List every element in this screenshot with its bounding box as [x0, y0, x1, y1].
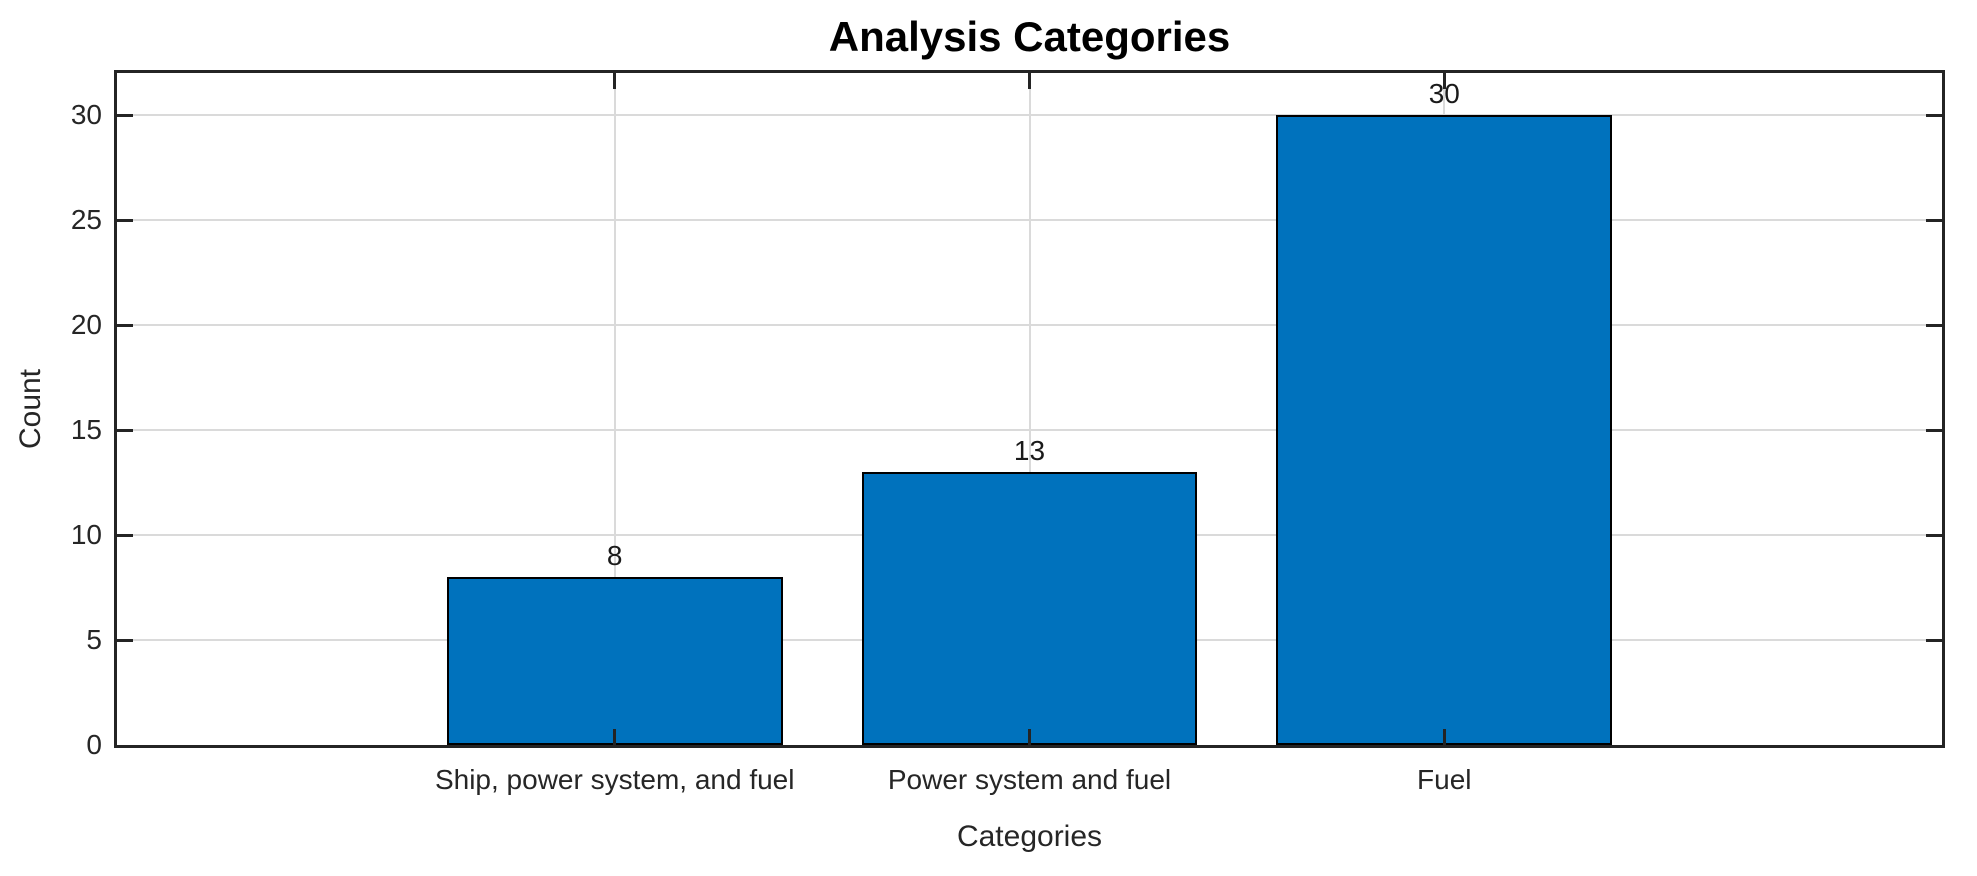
grid-line-vertical: [613, 73, 616, 745]
x-tick-mark-bottom: [1442, 729, 1446, 745]
x-tick-mark-bottom: [613, 729, 617, 745]
x-tick-mark-top: [1028, 73, 1031, 89]
y-tick-mark-left: [117, 638, 133, 642]
y-tick-mark-left: [117, 428, 133, 432]
y-tick-mark-left: [117, 323, 133, 327]
bar-1: [446, 577, 783, 745]
y-tick-mark-right: [1926, 323, 1942, 327]
y-tick-mark-right: [1926, 113, 1942, 117]
bar-value-label: 13: [1013, 435, 1046, 466]
x-tick-label: Ship, power system, and fuel: [434, 764, 795, 795]
y-tick-label: 30: [70, 99, 102, 130]
plot-area: 8 13 30: [114, 70, 1945, 748]
chart-title: Analysis Categories: [828, 13, 1231, 60]
y-tick-label: 10: [70, 519, 102, 550]
y-axis-label: Count: [14, 368, 47, 450]
bar-3: [1276, 115, 1613, 745]
x-tick-label: Power system and fuel: [887, 764, 1172, 795]
bar-2: [861, 472, 1198, 745]
y-tick-mark-right: [1926, 428, 1942, 432]
y-tick-mark-left: [117, 218, 133, 222]
y-tick-mark-right: [1926, 533, 1942, 537]
y-tick-label: 5: [86, 624, 102, 655]
grid-line-vertical: [1028, 73, 1031, 745]
y-tick-label: 25: [70, 204, 102, 235]
y-tick-mark-left: [117, 533, 133, 537]
bar-value-label: 8: [606, 540, 623, 571]
x-axis-label: Categories: [956, 820, 1103, 853]
y-tick-label: 15: [70, 414, 102, 445]
x-tick-mark-top: [1442, 73, 1446, 89]
x-tick-mark-bottom: [1028, 729, 1031, 745]
y-tick-mark-right: [1926, 218, 1942, 222]
y-tick-label: 20: [70, 309, 102, 340]
y-tick-mark-left: [117, 113, 133, 117]
x-tick-label: Fuel: [1417, 764, 1472, 795]
y-tick-label: 0: [86, 729, 102, 760]
y-tick-mark-right: [1926, 638, 1942, 642]
x-tick-mark-top: [613, 73, 617, 89]
